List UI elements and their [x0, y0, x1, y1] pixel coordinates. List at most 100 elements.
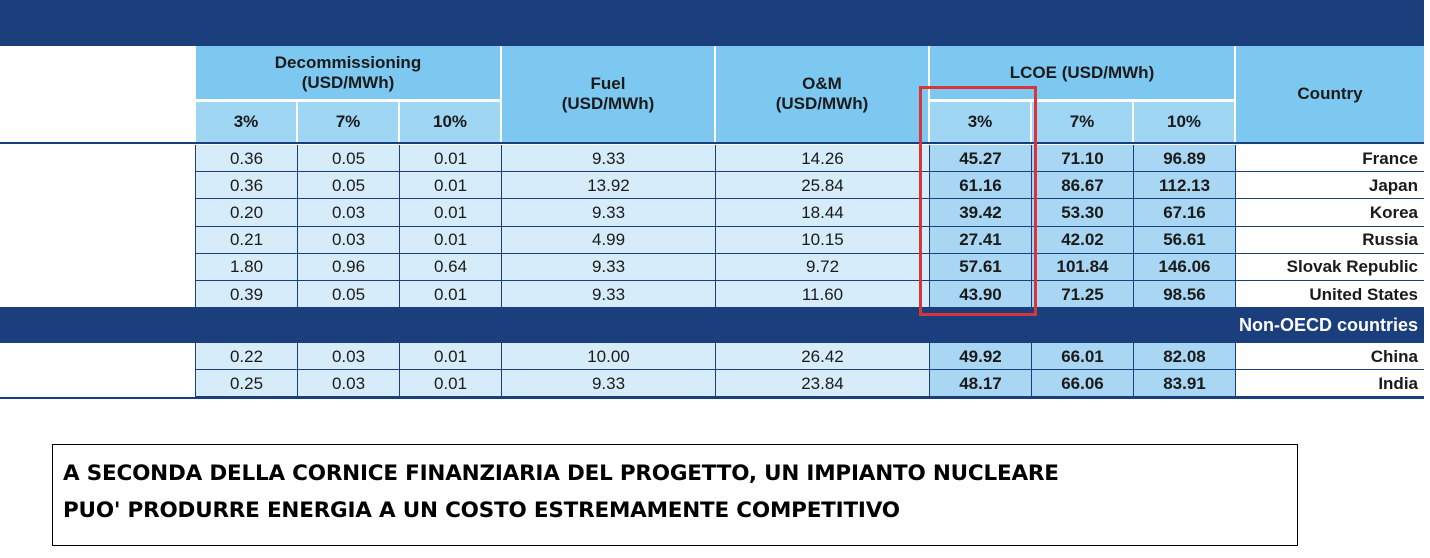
cell-d3: 0.20	[196, 199, 298, 227]
cell-l3: 39.42	[930, 199, 1032, 227]
cell-country: India	[1236, 370, 1424, 397]
row-stub	[0, 343, 196, 370]
header-lcoe-10: 10%	[1134, 102, 1234, 142]
table-row: 1.80 0.96 0.64 9.33 9.72 57.61 101.84 146.06 Slo…	[0, 253, 1424, 281]
row-stub	[0, 281, 196, 309]
cell-d3: 0.25	[196, 370, 298, 397]
cell-om: 14.26	[716, 145, 930, 173]
cell-om: 18.44	[716, 199, 930, 227]
caption-line-1: A SECONDA DELLA CORNICE FINANZIARIA DEL …	[63, 461, 1059, 486]
cell-country: Japan	[1236, 172, 1424, 200]
row-divider	[196, 396, 1424, 397]
header-decom-3: 3%	[196, 102, 296, 142]
cell-l7: 71.25	[1032, 281, 1134, 309]
cell-country: China	[1236, 343, 1424, 370]
header-country: Country	[1236, 46, 1424, 142]
row-divider	[196, 279, 1424, 281]
cell-l7: 66.01	[1032, 343, 1134, 370]
cell-d10: 0.01	[400, 199, 502, 227]
cell-fuel: 9.33	[502, 145, 716, 173]
cell-l3: 61.16	[930, 172, 1032, 200]
cell-country: Russia	[1236, 226, 1424, 254]
row-stub	[0, 199, 196, 227]
cell-d7: 0.03	[298, 343, 400, 370]
cell-d3: 0.22	[196, 343, 298, 370]
cell-d3: 1.80	[196, 253, 298, 281]
cell-country: United States	[1236, 281, 1424, 309]
cell-d10: 0.64	[400, 253, 502, 281]
section-non-oecd: Non-OECD countries	[0, 307, 1424, 343]
cell-om: 10.15	[716, 226, 930, 254]
row-stub	[0, 172, 196, 200]
cell-d10: 0.01	[400, 145, 502, 173]
header-lcoe: LCOE (USD/MWh)	[930, 46, 1234, 99]
cell-fuel: 13.92	[502, 172, 716, 200]
cell-d3: 0.39	[196, 281, 298, 309]
cell-d3: 0.21	[196, 226, 298, 254]
cell-fuel: 9.33	[502, 199, 716, 227]
cell-country: Korea	[1236, 199, 1424, 227]
cell-d7: 0.03	[298, 199, 400, 227]
row-stub	[0, 253, 196, 281]
cell-om: 25.84	[716, 172, 930, 200]
cell-l7: 71.10	[1032, 145, 1134, 173]
cell-l10: 146.06	[1134, 253, 1236, 281]
cell-l7: 101.84	[1032, 253, 1134, 281]
caption-line-2: PUO' PRODURRE ENERGIA A UN COSTO ESTREMA…	[63, 498, 900, 523]
cell-d10: 0.01	[400, 281, 502, 309]
cell-om: 26.42	[716, 343, 930, 370]
table-row: 0.36 0.05 0.01 9.33 14.26 45.27 71.10 96.89 Fran…	[0, 145, 1424, 173]
cell-l10: 96.89	[1134, 145, 1236, 173]
cell-l3: 43.90	[930, 281, 1032, 309]
table-row: 0.36 0.05 0.01 13.92 25.84 61.16 86.67 112.13 Ja…	[0, 172, 1424, 200]
table-row: 0.20 0.03 0.01 9.33 18.44 39.42 53.30 67.16 Kore…	[0, 199, 1424, 227]
cell-d7: 0.05	[298, 281, 400, 309]
highlight-box-lcoe-3	[919, 86, 1037, 316]
cell-l3: 27.41	[930, 226, 1032, 254]
cell-l7: 66.06	[1032, 370, 1134, 397]
header-lcoe-7: 7%	[1032, 102, 1132, 142]
cell-l10: 82.08	[1134, 343, 1236, 370]
cell-l10: 56.61	[1134, 226, 1236, 254]
cell-fuel: 4.99	[502, 226, 716, 254]
cell-l7: 86.67	[1032, 172, 1134, 200]
cell-l10: 83.91	[1134, 370, 1236, 397]
cell-l3: 49.92	[930, 343, 1032, 370]
cell-d7: 0.96	[298, 253, 400, 281]
cell-l7: 53.30	[1032, 199, 1134, 227]
table-bottom-rule	[0, 397, 1424, 399]
cell-fuel: 9.33	[502, 281, 716, 309]
header-divider	[0, 142, 1424, 144]
cell-l3: 57.61	[930, 253, 1032, 281]
cell-d7: 0.05	[298, 145, 400, 173]
table-header: Decommissioning (USD/MWh) 3% 7% 10% Fuel…	[0, 46, 1424, 142]
table-row: 0.39 0.05 0.01 9.33 11.60 43.90 71.25 98.56 Unit…	[0, 281, 1424, 309]
cell-om: 23.84	[716, 370, 930, 397]
header-decom-10: 10%	[400, 102, 500, 142]
row-divider	[196, 369, 1424, 370]
cell-d7: 0.03	[298, 226, 400, 254]
cell-l7: 42.02	[1032, 226, 1134, 254]
cell-d7: 0.05	[298, 172, 400, 200]
cell-d10: 0.01	[400, 226, 502, 254]
cell-l10: 112.13	[1134, 172, 1236, 200]
cell-d10: 0.01	[400, 343, 502, 370]
header-lcoe-3: 3%	[930, 102, 1030, 142]
cell-om: 11.60	[716, 281, 930, 309]
row-divider	[196, 225, 1424, 227]
cell-fuel: 10.00	[502, 343, 716, 370]
cell-d10: 0.01	[400, 172, 502, 200]
cell-l3: 45.27	[930, 145, 1032, 173]
row-divider	[196, 198, 1424, 200]
header-om: O&M (USD/MWh)	[716, 46, 928, 142]
cell-l10: 67.16	[1134, 199, 1236, 227]
table-row: 0.21 0.03 0.01 4.99 10.15 27.41 42.02 56.61 Russ…	[0, 226, 1424, 254]
header-decommissioning: Decommissioning (USD/MWh)	[196, 46, 500, 99]
cell-d3: 0.36	[196, 172, 298, 200]
row-divider	[196, 171, 1424, 173]
cell-d7: 0.03	[298, 370, 400, 397]
table-row: 0.25 0.03 0.01 9.33 23.84 48.17 66.06 83.91 Indi…	[0, 370, 1424, 397]
cell-d3: 0.36	[196, 145, 298, 173]
cell-d10: 0.01	[400, 370, 502, 397]
row-stub	[0, 145, 196, 173]
